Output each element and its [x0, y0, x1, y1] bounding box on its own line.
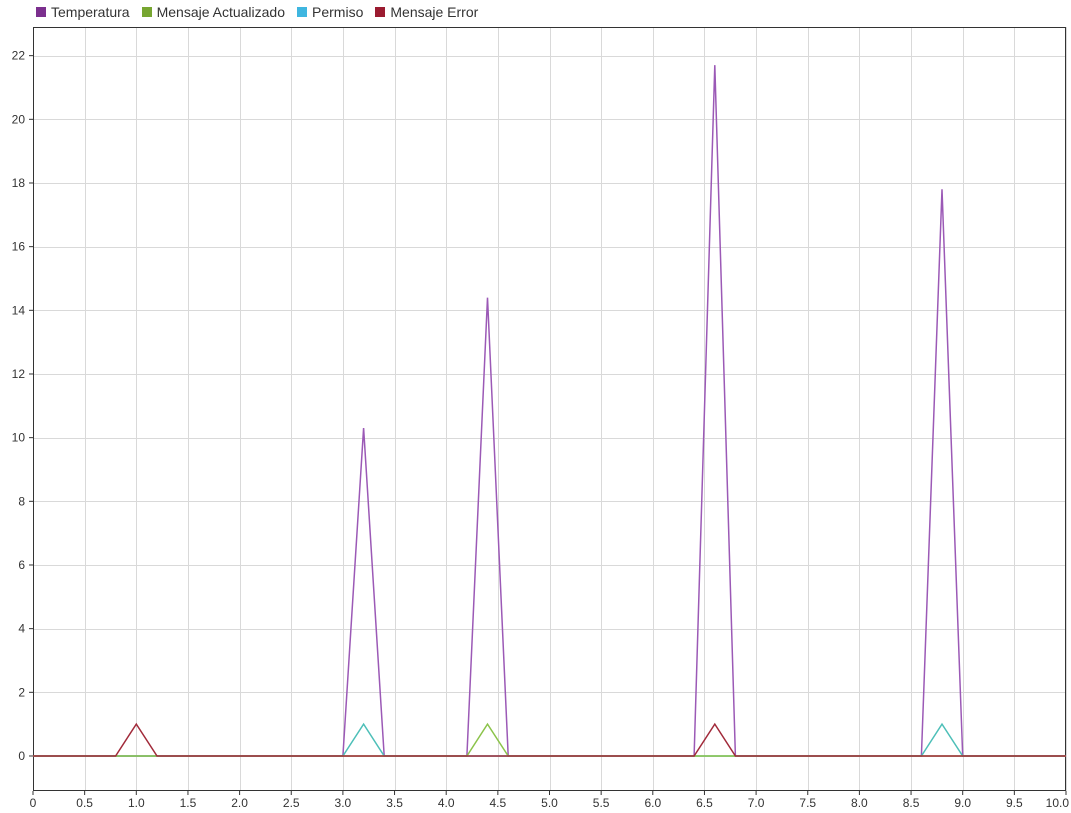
legend-label-mensaje-actualizado: Mensaje Actualizado	[156, 4, 286, 20]
x-tick-label: 5.5	[593, 796, 610, 810]
x-tick-label: 9.0	[954, 796, 971, 810]
x-axis-ticks: 0 0.5 1.0 1.5 2.0 2.5 3.0 3.5 4.0 4.5 5.0 5.5 6.0 6.5…	[30, 791, 1070, 810]
x-tick-label: 7.0	[748, 796, 765, 810]
series-line-mensaje-error	[33, 722, 1066, 757]
y-tick-label: 14	[12, 303, 26, 317]
x-tick-label: 8.0	[851, 796, 868, 810]
legend-label-mensaje-error: Mensaje Error	[390, 4, 479, 20]
legend: Temperatura Mensaje Actualizado Permiso …	[36, 3, 490, 21]
x-tick-label: 3.0	[335, 796, 352, 810]
legend-label-temperatura: Temperatura	[51, 4, 130, 20]
y-tick-label: 6	[18, 558, 25, 572]
plot-area	[33, 27, 1066, 791]
y-tick-label: 10	[12, 431, 26, 445]
legend-swatch-mensaje-actualizado	[141, 7, 152, 17]
series-group	[33, 65, 1066, 757]
x-tick-label: 10.0	[1046, 796, 1070, 810]
x-tick-label: 1.0	[128, 796, 145, 810]
y-tick-label: 18	[12, 176, 26, 190]
x-tick-label: 7.5	[799, 796, 816, 810]
y-tick-label: 4	[18, 622, 25, 636]
x-tick-label: 8.5	[903, 796, 920, 810]
x-tick-label: 2.5	[283, 796, 300, 810]
x-tick-label: 6.0	[644, 796, 661, 810]
legend-item-temperatura[interactable]: Temperatura	[36, 4, 130, 20]
x-tick-label: 0.5	[76, 796, 93, 810]
y-tick-label: 12	[12, 367, 26, 381]
plot-border	[33, 27, 1066, 791]
y-axis-ticks: 0 2 4 6 8 10 12 14 16 18 20 22	[12, 49, 33, 763]
legend-swatch-temperatura	[36, 7, 46, 17]
x-tick-label: 0	[30, 796, 37, 810]
y-tick-label: 20	[12, 112, 26, 126]
legend-swatch-mensaje-error	[375, 7, 386, 17]
y-tick-label: 16	[12, 240, 26, 254]
legend-label-permiso: Permiso	[312, 4, 364, 20]
x-tick-label: 4.5	[490, 796, 507, 810]
x-tick-label: 2.0	[231, 796, 248, 810]
legend-item-mensaje-actualizado[interactable]: Mensaje Actualizado	[141, 4, 286, 20]
x-tick-label: 3.5	[386, 796, 403, 810]
legend-item-permiso[interactable]: Permiso	[297, 4, 363, 20]
y-tick-label: 8	[18, 494, 25, 508]
x-tick-label: 5.0	[541, 796, 558, 810]
x-tick-label: 9.5	[1006, 796, 1023, 810]
y-tick-label: 0	[18, 749, 25, 763]
y-tick-label: 22	[12, 49, 26, 63]
x-tick-label: 4.0	[438, 796, 455, 810]
x-tick-label: 1.5	[180, 796, 197, 810]
x-tick-label: 6.5	[696, 796, 713, 810]
y-tick-label: 2	[18, 685, 25, 699]
legend-item-mensaje-error[interactable]: Mensaje Error	[375, 4, 478, 20]
legend-swatch-permiso	[297, 7, 308, 17]
